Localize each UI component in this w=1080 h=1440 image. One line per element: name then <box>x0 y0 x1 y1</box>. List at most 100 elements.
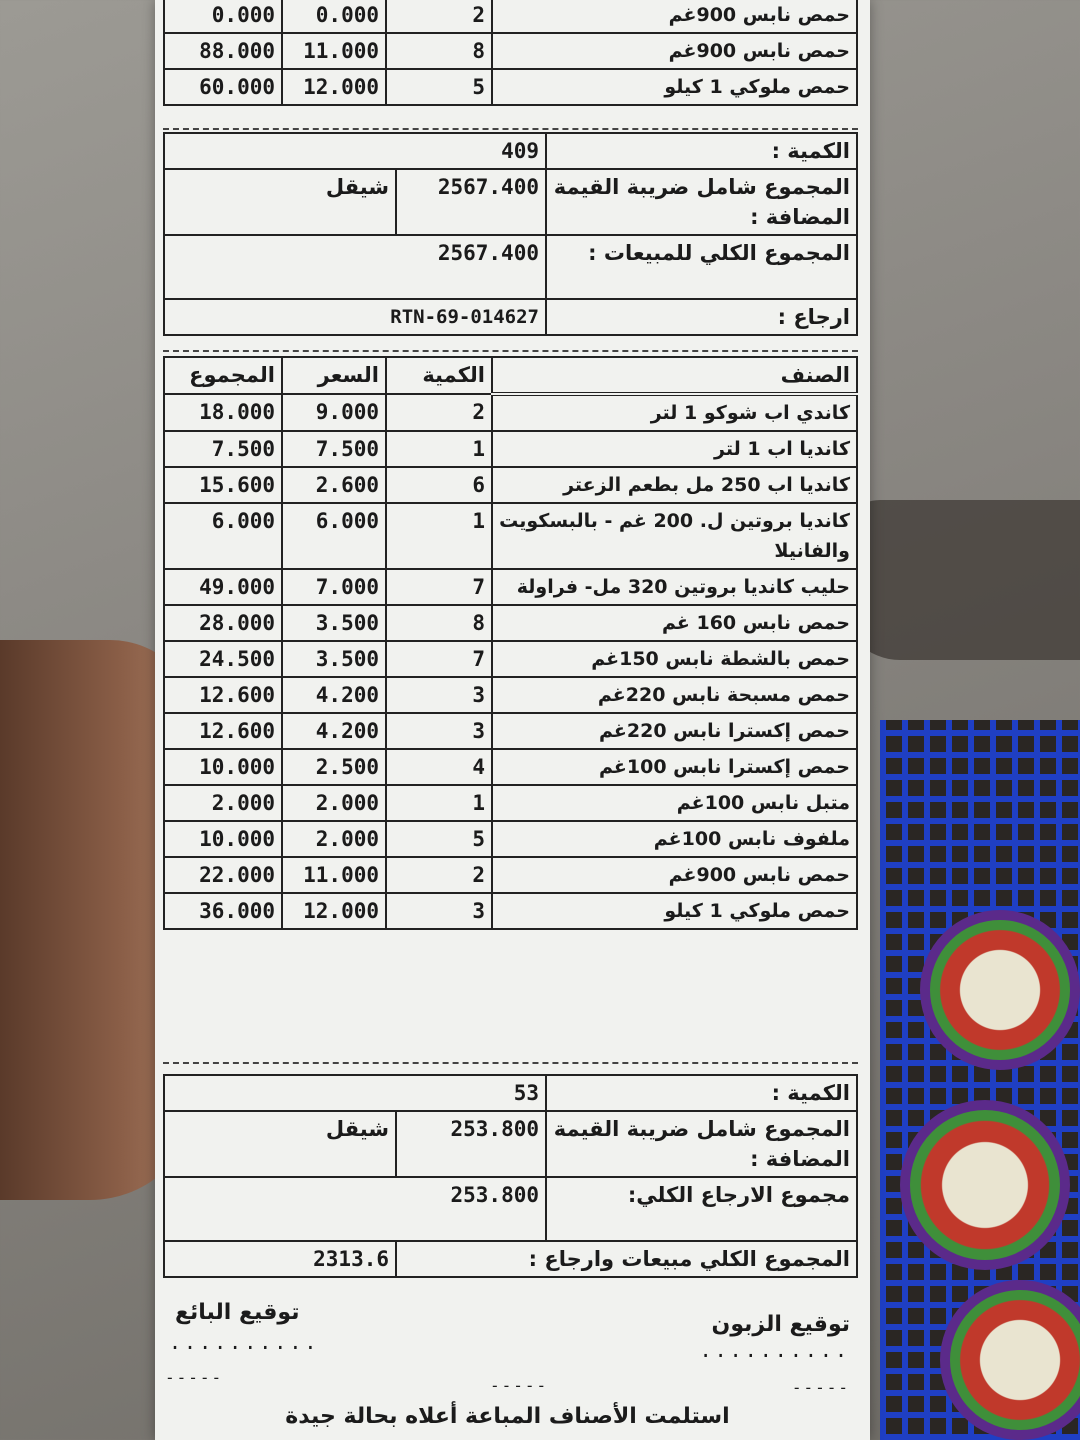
divider: ----- <box>791 1378 850 1397</box>
item-name: حمص نابس 160 غم <box>491 604 858 642</box>
item-qty: 1 <box>385 502 493 570</box>
item-qty: 3 <box>385 676 493 714</box>
item-total: 49.000 <box>163 568 283 606</box>
item-price: 7.500 <box>281 430 387 468</box>
product-lid <box>900 1100 1070 1270</box>
item-total: 2.000 <box>163 784 283 822</box>
return-item-row: 2.000 2.000 1 متبل نابس 100غم <box>163 784 858 822</box>
item-total: 88.000 <box>163 32 283 70</box>
sales-qty-value: 409 <box>163 132 547 170</box>
item-name: حمص بالشطة نابس 150غم <box>491 640 858 678</box>
item-qty: 6 <box>385 466 493 504</box>
customer-signature-line: .......... <box>699 1338 850 1362</box>
sales-vat-label: المجموع شامل ضريبة القيمة المضافة : <box>545 168 858 236</box>
top-items-table: 0.000 0.000 2 حمص نابس 900غم 88.000 11.000 8 حم… <box>163 0 858 106</box>
item-qty: 1 <box>385 430 493 468</box>
return-item-row: 15.600 2.600 6 كانديا اب 250 مل بطعم الزعتر <box>163 466 858 504</box>
divider: ----- <box>490 1376 549 1395</box>
item-qty: 5 <box>385 820 493 858</box>
item-qty: 8 <box>385 32 493 70</box>
return-label: ارجاع : <box>545 298 858 336</box>
return-item-row: 10.000 2.000 5 ملفوف نابس 100غم <box>163 820 858 858</box>
item-name: كانديا بروتين ل. 200 غم - بالبسكويت والف… <box>491 502 858 570</box>
item-name: حليب كانديا بروتين 320 مل- فراولة <box>491 568 858 606</box>
background-floor <box>840 500 1080 660</box>
item-total: 28.000 <box>163 604 283 642</box>
return-item-row: 12.600 4.200 3 حمص مسبحة نابس 220غم <box>163 676 858 714</box>
item-qty: 3 <box>385 892 493 930</box>
return-item-row: 28.000 3.500 8 حمص نابس 160 غم <box>163 604 858 642</box>
item-total: 6.000 <box>163 502 283 570</box>
product-lid <box>920 910 1080 1070</box>
item-qty: 7 <box>385 640 493 678</box>
header-qty: الكمية <box>385 356 493 395</box>
return-items-table: المجموع السعر الكمية الصنف 18.000 9.000 2 ك… <box>163 356 858 930</box>
item-name: متبل نابس 100غم <box>491 784 858 822</box>
item-price: 11.000 <box>281 32 387 70</box>
item-price: 3.500 <box>281 604 387 642</box>
divider <box>163 128 858 130</box>
item-price: 4.200 <box>281 712 387 750</box>
item-price: 11.000 <box>281 856 387 894</box>
return-summary: 53 الكمية : شيقل 253.800 المجموع شامل ضر… <box>162 1074 858 1278</box>
sales-summary: 409 الكمية : شيقل 2567.400 المجموع شامل … <box>163 132 858 336</box>
item-price: 9.000 <box>281 393 387 432</box>
item-price: 12.000 <box>281 892 387 930</box>
return-total-label: مجموع الارجاع الكلي: <box>545 1176 858 1242</box>
item-name: حمص ملوكي 1 كيلو <box>491 892 858 930</box>
item-total: 18.000 <box>163 393 283 432</box>
item-qty: 2 <box>385 393 493 432</box>
header-item: الصنف <box>491 356 858 396</box>
item-total: 60.000 <box>163 68 283 106</box>
return-vat-value: 253.800 <box>394 1110 548 1178</box>
item-qty: 3 <box>385 712 493 750</box>
currency-label: شيقل <box>163 168 397 236</box>
sales-grand-label: المجموع الكلي للمبيعات : <box>545 234 858 300</box>
item-name: حمص إكسترا نابس 100غم <box>491 748 858 786</box>
item-name: ملفوف نابس 100غم <box>491 820 858 858</box>
currency-label: شيقل <box>163 1110 397 1178</box>
top-item-row: 88.000 11.000 8 حمص نابس 900غم <box>163 32 858 70</box>
item-total: 10.000 <box>163 748 283 786</box>
item-name: كاندي اب شوكو 1 لتر <box>491 393 858 432</box>
item-total: 12.600 <box>163 712 283 750</box>
net-total-value: 2313.6 <box>163 1240 397 1278</box>
blue-basket <box>880 720 1080 1440</box>
return-total-value: 253.800 <box>162 1176 548 1242</box>
item-price: 2.000 <box>281 820 387 858</box>
header-price: السعر <box>281 356 387 395</box>
item-price: 2.600 <box>281 466 387 504</box>
sales-grand-value: 2567.400 <box>163 234 547 300</box>
return-item-row: 24.500 3.500 7 حمص بالشطة نابس 150غم <box>163 640 858 678</box>
return-vat-label: المجموع شامل ضريبة القيمة المضافة : <box>545 1110 858 1178</box>
divider <box>163 1062 858 1064</box>
footer-note: استلمت الأصناف المباعة أعلاه بحالة جيدة <box>285 1404 730 1429</box>
item-name: حمص ملوكي 1 كيلو <box>491 68 858 106</box>
item-qty: 2 <box>385 0 493 34</box>
item-total: 0.000 <box>163 0 283 34</box>
item-price: 7.000 <box>281 568 387 606</box>
return-item-row: 12.600 4.200 3 حمص إكسترا نابس 220غم <box>163 712 858 750</box>
item-total: 7.500 <box>163 430 283 468</box>
divider: ----- <box>165 1368 224 1387</box>
item-price: 6.000 <box>281 502 387 570</box>
item-name: كانديا اب 1 لتر <box>491 430 858 468</box>
net-total-label: المجموع الكلي مبيعات وارجاع : <box>395 1240 858 1278</box>
seller-signature-line: .......... <box>169 1330 320 1354</box>
item-price: 12.000 <box>281 68 387 106</box>
return-id: RTN-69-014627 <box>163 298 547 336</box>
item-price: 4.200 <box>281 676 387 714</box>
return-item-row: 6.000 6.000 1 كانديا بروتين ل. 200 غم - بال… <box>163 502 858 570</box>
item-qty: 7 <box>385 568 493 606</box>
item-qty: 1 <box>385 784 493 822</box>
sales-vat-value: 2567.400 <box>395 168 547 236</box>
customer-signature-label: توقيع الزبون <box>711 1312 850 1337</box>
sales-qty-label: الكمية : <box>545 132 858 170</box>
top-item-row: 60.000 12.000 5 حمص ملوكي 1 كيلو <box>163 68 858 106</box>
item-total: 15.600 <box>163 466 283 504</box>
item-qty: 2 <box>385 856 493 894</box>
return-qty-value: 53 <box>162 1074 548 1112</box>
item-price: 0.000 <box>281 0 387 34</box>
item-total: 12.600 <box>163 676 283 714</box>
item-qty: 5 <box>385 68 493 106</box>
